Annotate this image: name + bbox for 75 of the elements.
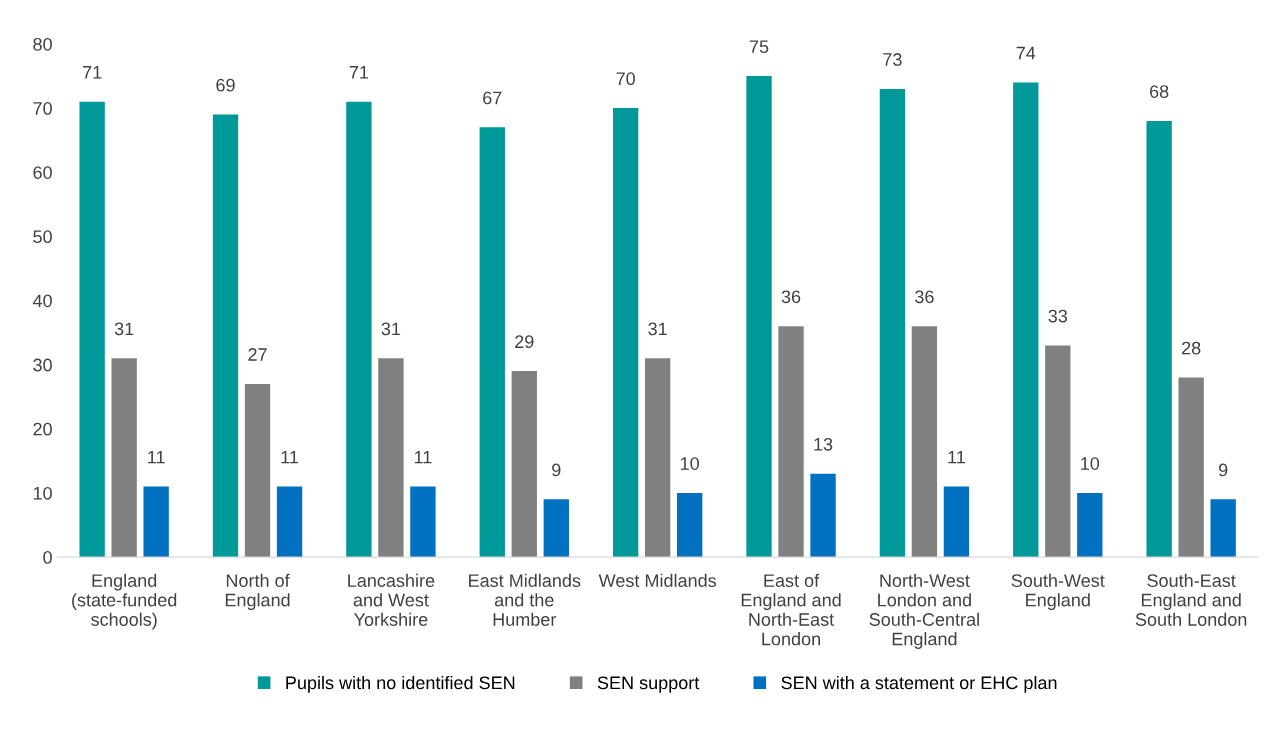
bar [778,326,804,558]
bar [212,114,239,558]
data-label: 33 [1048,309,1068,323]
bar [244,383,271,558]
data-label: 74 [1016,46,1036,60]
x-tick-label: Lancashire and West Yorkshire [348,573,435,626]
bar [1077,492,1103,558]
data-label: 67 [483,91,502,105]
bar [543,499,569,558]
bar [276,486,303,558]
data-label: 11 [414,450,432,464]
bar [1045,345,1071,558]
bar [676,492,703,558]
data-label: 29 [515,335,534,349]
legend-label: SEN with a statement or EHC plan [781,675,1057,693]
data-label: 71 [83,66,102,79]
y-tick-label: 60 [33,166,52,179]
data-label: 70 [616,72,635,86]
data-label: 27 [248,348,267,361]
bar [378,358,404,558]
bar [410,486,436,558]
y-tick-label: 50 [33,230,52,244]
bar [1013,82,1039,558]
data-label: 9 [552,463,561,477]
y-tick-label: 30 [33,358,52,372]
legend-label: Pupils with no identified SEN [286,675,515,693]
data-label: 10 [681,457,699,470]
y-tick-label: 10 [33,486,52,500]
bar [79,101,105,558]
bar [1146,120,1172,558]
x-tick-label: England (state-funded schools) [72,573,177,630]
bar [511,371,537,558]
data-label: 13 [814,437,833,451]
bar [346,101,372,558]
bar [810,473,836,558]
x-tick-label: South-East England and South London [1135,573,1247,626]
data-label: 31 [648,322,667,336]
data-label: 31 [381,322,401,336]
y-tick-label: 20 [33,422,52,436]
bar [612,108,639,558]
data-label: 36 [781,290,801,304]
y-tick-label: 80 [33,37,52,51]
data-label: 73 [883,53,902,66]
data-label: 31 [114,322,134,336]
bar [943,486,970,558]
data-label: 68 [1150,85,1169,98]
data-label: 9 [1218,463,1228,477]
data-label: 11 [948,450,965,464]
bar [879,88,906,558]
data-label: 69 [216,78,235,92]
data-label: 10 [1081,457,1100,470]
bar [911,326,938,558]
bar [479,127,505,558]
bar [1210,499,1236,558]
bar [1178,377,1204,558]
x-tick-label: South-West England [1011,573,1105,611]
bar [644,358,671,558]
x-tick-label: East Midlands and the Humber [469,573,581,626]
y-tick-label: 0 [43,551,52,564]
x-tick-label: North of England [225,573,290,611]
data-label: 11 [148,450,165,464]
x-tick-label: North-West London and South-Central England [869,573,979,649]
data-label: 28 [1182,341,1201,355]
legend-label: SEN support [597,676,700,693]
y-tick-label: 40 [32,294,52,308]
bar [111,358,137,558]
data-label: 71 [349,66,369,79]
x-tick-label: West Midlands [598,573,717,588]
data-label: 11 [281,450,299,464]
x-tick-label: East of England and North-East London [741,573,841,646]
bar [143,486,169,558]
data-label: 36 [915,290,934,304]
data-label: 75 [749,40,769,54]
bar [746,76,772,558]
y-tick-label: 70 [33,102,52,115]
